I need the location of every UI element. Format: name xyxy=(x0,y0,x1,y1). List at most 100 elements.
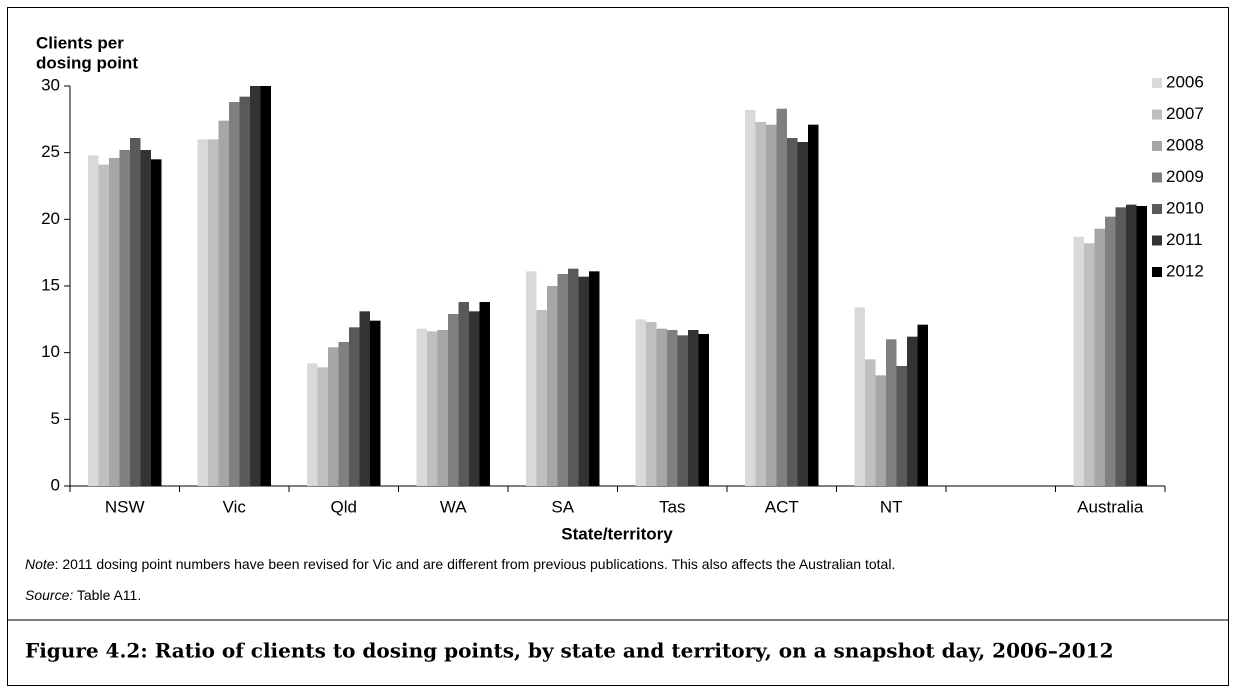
frame xyxy=(7,7,1229,686)
bar xyxy=(698,334,709,486)
bar xyxy=(229,102,240,486)
bar xyxy=(448,314,459,486)
legend-swatch xyxy=(1152,267,1162,277)
bar xyxy=(250,86,261,486)
y-tick-label: 15 xyxy=(41,275,60,294)
bar xyxy=(776,108,787,487)
x-axis-label: State/territory xyxy=(561,524,673,543)
bar xyxy=(416,328,427,486)
bar xyxy=(547,286,558,486)
y-tick-label: 5 xyxy=(51,409,60,428)
legend-label: 2007 xyxy=(1166,104,1204,123)
legend-swatch xyxy=(1152,109,1162,120)
bar xyxy=(479,302,490,486)
bar xyxy=(797,142,808,486)
bar xyxy=(886,339,897,486)
bar xyxy=(578,276,589,486)
y-tick-label: 25 xyxy=(41,142,60,161)
bar xyxy=(109,158,120,486)
bar xyxy=(88,155,99,487)
bar xyxy=(677,335,688,486)
bar xyxy=(568,268,579,486)
bar xyxy=(808,124,819,487)
source: Source: Table A11. xyxy=(25,587,141,603)
bar xyxy=(589,271,600,486)
bar xyxy=(854,307,865,486)
bar xyxy=(208,139,219,487)
bar xyxy=(907,336,918,486)
bar xyxy=(151,159,162,487)
bar xyxy=(427,331,438,486)
y-tick-label: 10 xyxy=(41,342,60,361)
bar xyxy=(1115,207,1126,487)
bar xyxy=(458,302,469,486)
bar xyxy=(469,311,480,486)
y-axis-label: Clients per xyxy=(36,33,124,52)
bar xyxy=(328,347,339,486)
bar xyxy=(875,375,886,486)
bar xyxy=(349,327,360,486)
bar xyxy=(766,124,777,487)
bar xyxy=(338,342,349,486)
bar xyxy=(787,138,798,486)
legend-label: 2011 xyxy=(1166,230,1203,249)
legend-swatch xyxy=(1152,141,1162,151)
source-label: Source: xyxy=(25,587,73,603)
bar xyxy=(635,319,646,486)
bar xyxy=(1136,206,1147,486)
legend-label: 2012 xyxy=(1166,261,1204,280)
bar xyxy=(526,271,537,486)
bar xyxy=(917,324,928,486)
y-tick-label: 30 xyxy=(41,75,60,94)
legend-label: 2009 xyxy=(1166,167,1204,186)
bar xyxy=(755,122,766,486)
y-axis-label: dosing point xyxy=(36,53,138,72)
legend-label: 2006 xyxy=(1166,72,1204,91)
note-text: : 2011 dosing point numbers have been re… xyxy=(55,556,896,572)
x-tick-label: Qld xyxy=(331,497,357,516)
bar xyxy=(307,363,318,486)
bar xyxy=(197,139,208,487)
legend-label: 2010 xyxy=(1166,198,1204,217)
bar xyxy=(536,310,547,486)
bar xyxy=(745,110,756,486)
legend-swatch xyxy=(1152,172,1162,183)
x-tick-label: NT xyxy=(880,497,903,516)
bar xyxy=(130,138,141,486)
bar xyxy=(140,150,151,486)
bar xyxy=(370,320,381,486)
bar xyxy=(1073,236,1084,486)
bar xyxy=(688,330,699,486)
legend-swatch xyxy=(1152,78,1162,88)
bar xyxy=(218,120,229,487)
x-tick-label: WA xyxy=(440,497,467,516)
note-label: Note xyxy=(25,556,55,572)
source-text: Table A11. xyxy=(73,587,141,603)
bar xyxy=(239,96,250,487)
bar xyxy=(1084,243,1095,486)
bar xyxy=(865,359,876,486)
x-tick-label: NSW xyxy=(105,497,145,516)
bar xyxy=(359,311,370,486)
note: Note: 2011 dosing point numbers have bee… xyxy=(25,556,895,572)
x-tick-label: SA xyxy=(551,497,574,516)
x-tick-label: Australia xyxy=(1077,497,1144,516)
bar xyxy=(437,330,448,486)
bar xyxy=(896,366,907,486)
bar xyxy=(1105,216,1116,486)
x-tick-label: Vic xyxy=(223,497,247,516)
caption: Figure 4.2: Ratio of clients to dosing p… xyxy=(25,639,1114,663)
bar xyxy=(1094,228,1105,486)
bar xyxy=(656,328,667,486)
bar xyxy=(98,164,109,486)
bar xyxy=(1126,204,1137,486)
x-tick-label: ACT xyxy=(765,497,799,516)
bar xyxy=(557,274,568,486)
bar xyxy=(667,330,678,486)
bar xyxy=(119,150,130,486)
y-tick-label: 20 xyxy=(41,209,60,228)
bar xyxy=(260,86,271,486)
y-tick-label: 0 xyxy=(51,475,60,494)
